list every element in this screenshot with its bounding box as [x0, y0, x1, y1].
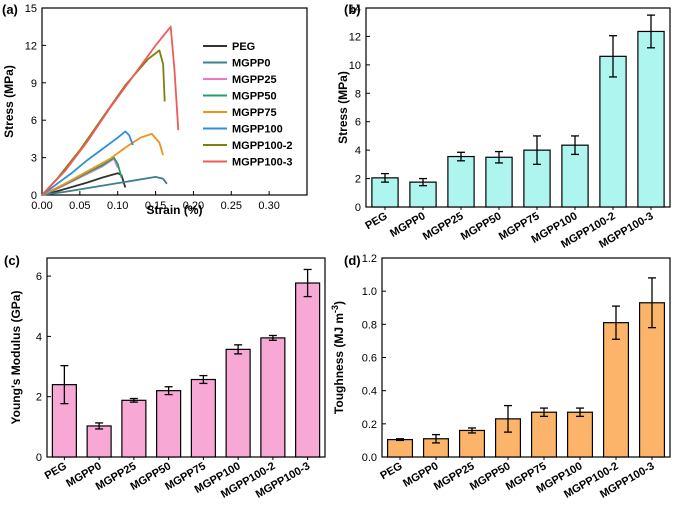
- series-line-mgpp100: [41, 130, 134, 196]
- category-label: MGPP50: [468, 460, 513, 493]
- y-tick-label: 6: [31, 115, 37, 127]
- x-tick-label: 0.20: [183, 200, 204, 212]
- plot-frame: [41, 7, 308, 196]
- bar-mgpp100: [225, 348, 251, 458]
- bar-mgpp50: [485, 156, 513, 208]
- bar-peg: [386, 438, 414, 458]
- x-tick-label: 0.15: [145, 200, 166, 212]
- y-tick-label: 4: [355, 145, 361, 157]
- bar-mgpp25: [121, 399, 147, 458]
- legend-entry: MGPP100: [232, 124, 283, 136]
- panel-label: (c): [4, 253, 20, 268]
- y-tick-label: 1.0: [362, 286, 377, 298]
- bar-mgpp100-2: [260, 337, 286, 458]
- y-tick-label: 4: [36, 331, 42, 343]
- y-tick-label: 0.6: [362, 353, 377, 365]
- bar-mgpp25: [447, 155, 475, 208]
- y-tick-label: 0: [36, 452, 42, 464]
- series-line-mgpp100-3: [41, 25, 180, 196]
- category-label: PEG: [363, 210, 389, 232]
- x-tick-label: 0.30: [258, 200, 279, 212]
- y-axis-label-main: Stress (MPa): [336, 71, 350, 144]
- plot-frame: [46, 257, 326, 458]
- y-tick-label: 2: [355, 174, 361, 186]
- y-tick-label: 9: [31, 78, 37, 90]
- y-axis-label: Young's Modulus (GPa): [9, 291, 23, 425]
- y-tick-label: 0.0: [362, 452, 377, 464]
- panel-b-bar-chart: 02468101214PEGMGPP0MGPP25MGPP50MGPP75MGP…: [336, 2, 671, 251]
- y-tick-label: 0: [355, 202, 361, 214]
- panel-label: (d): [344, 253, 361, 268]
- x-tick-label: 0.25: [221, 200, 242, 212]
- x-axis-label: Strain (%): [146, 203, 202, 217]
- bar-mgpp100-2: [599, 55, 627, 208]
- y-tick-label: 0.2: [362, 419, 377, 431]
- y-tick-label: 0.4: [362, 386, 377, 398]
- y-axis-label: Stress (MPa): [2, 65, 16, 138]
- legend-entry: MGPP50: [232, 91, 277, 103]
- bar-mgpp100-3: [637, 30, 665, 208]
- y-tick-label: 6: [36, 271, 42, 283]
- y-tick-label: 12: [25, 40, 37, 52]
- legend-entry: MGPP100-2: [232, 140, 293, 152]
- y-tick-label: 14: [349, 3, 361, 15]
- y-axis-label-main: Young's Modulus (GPa): [9, 291, 23, 425]
- y-axis-label-close: ): [332, 301, 346, 305]
- y-tick-label: 1.2: [362, 253, 377, 265]
- bar-mgpp25: [458, 429, 486, 458]
- x-tick-label: 0.10: [107, 200, 128, 212]
- legend-entry: MGPP75: [232, 107, 277, 119]
- y-axis-label-superscript: -3: [330, 305, 340, 313]
- panel-label: (b): [344, 2, 361, 17]
- legend-entry: MGPP25: [232, 74, 277, 86]
- y-tick-label: 3: [31, 153, 37, 165]
- series-line-mgpp0: [41, 175, 168, 196]
- plot-frame: [365, 7, 671, 208]
- panel-c-bar-chart: 0246PEGMGPP0MGPP25MGPP50MGPP75MGPP100MGP…: [4, 253, 326, 501]
- y-tick-label: 6: [355, 117, 361, 129]
- bar-mgpp100: [561, 144, 589, 208]
- bar-mgpp0: [86, 425, 112, 458]
- y-tick-label: 12: [349, 31, 361, 43]
- series-line-mgpp75: [41, 132, 164, 196]
- y-tick-label: 8: [355, 88, 361, 100]
- panel-a-line-chart: 0.00 0.05 0.10 0.15 0.20 0.25 0.30 0 3 6 9 12 15 Stra…: [2, 2, 308, 217]
- y-tick-label: 0: [31, 190, 37, 202]
- panel-d-bar-chart: 0.00.20.40.60.81.01.2PEGMGPP0MGPP25MGPP5…: [330, 253, 671, 501]
- y-tick-label: 10: [349, 60, 361, 72]
- y-axis-label: Stress (MPa): [336, 71, 350, 144]
- bar-mgpp50: [156, 390, 182, 458]
- bar-mgpp100-3: [295, 282, 321, 458]
- legend-entry: MGPP100-3: [232, 157, 293, 169]
- category-label: MGPP25: [421, 210, 466, 243]
- x-tick-label: 0.05: [69, 200, 90, 212]
- category-label: MGPP25: [432, 460, 477, 493]
- bar-mgpp75: [530, 411, 558, 458]
- legend-entry: MGPP0: [232, 58, 271, 70]
- y-tick-label: 2: [36, 392, 42, 404]
- y-tick-label: 0.8: [362, 319, 377, 331]
- x-tick-label: 0.00: [31, 200, 52, 212]
- series-line-mgpp100-2: [41, 49, 166, 196]
- panel-label: (a): [2, 2, 18, 17]
- bar-mgpp100-2: [602, 322, 630, 458]
- legend-entry: PEG: [232, 41, 255, 53]
- y-axis-label: Toughness (MJ m-3): [330, 301, 346, 414]
- bar-mgpp100: [566, 411, 594, 458]
- y-tick-label: 15: [25, 3, 37, 15]
- bar-mgpp75: [190, 378, 216, 458]
- category-label: MGPP50: [459, 210, 504, 243]
- y-axis-label-main: Toughness (MJ m: [332, 313, 346, 414]
